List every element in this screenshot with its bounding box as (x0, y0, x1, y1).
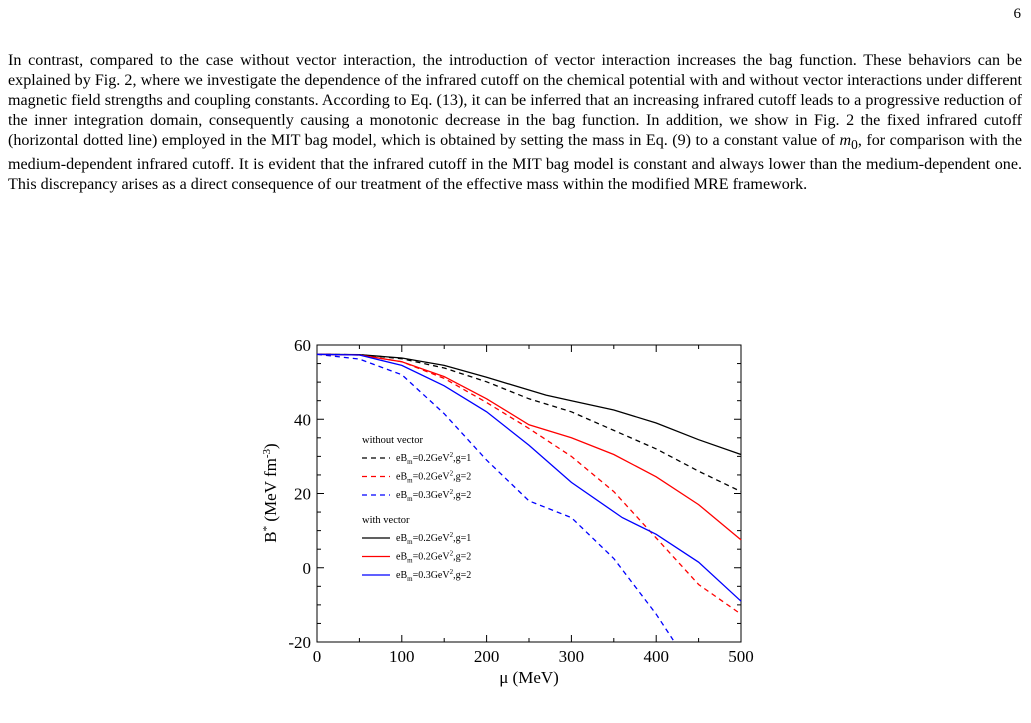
legend-group-title: with vector (362, 515, 410, 526)
legend-label: eBm=0.3GeV2,g=2 (396, 568, 471, 583)
legend-label: eBm=0.3GeV2,g=2 (396, 488, 471, 503)
legend-label: eBm=0.2GeV2,g=1 (396, 451, 471, 466)
x-axis-label: μ (MeV) (499, 668, 559, 687)
series-line (316, 353, 674, 641)
m0-subscript: 0 (851, 137, 858, 153)
y-axis-label-exp: -3 (261, 448, 273, 458)
y-axis-label-sup: * (261, 526, 273, 532)
x-tick-label: 200 (474, 647, 500, 666)
legend-label: eBm=0.2GeV2,g=1 (396, 531, 471, 546)
y-tick-label: 0 (303, 559, 312, 578)
body-paragraph: In contrast, compared to the case withou… (8, 51, 1022, 195)
series-line (316, 353, 742, 493)
paragraph-text-part2: , for comparison with the medium-depende… (8, 132, 1022, 194)
y-axis-label: B* (MeV fm-3) (261, 443, 280, 542)
m0-symbol: m (839, 132, 852, 149)
legend-group-title: without vector (362, 435, 423, 446)
paragraph-text-part1: In contrast, compared to the case withou… (8, 52, 1022, 149)
legend-label: eBm=0.2GeV2,g=2 (396, 550, 471, 565)
y-axis-label-rest: (MeV fm (261, 458, 280, 526)
y-tick-label: 60 (294, 336, 311, 355)
y-tick-label: 40 (294, 410, 311, 429)
x-tick-label: 0 (313, 647, 322, 666)
series-lines (316, 353, 742, 641)
series-line (316, 353, 742, 456)
series-line (316, 353, 742, 541)
x-tick-label: 100 (389, 647, 415, 666)
series-line (316, 353, 742, 602)
y-axis-label-main: B (261, 531, 280, 542)
x-tick-label: 500 (728, 647, 754, 666)
y-tick-label: 20 (294, 485, 311, 504)
series-line (316, 353, 742, 615)
chart-legend: without vector eBm=0.2GeV2,g=1 eBm=0.2GeV2… (362, 435, 471, 583)
x-tick-label: 300 (559, 647, 585, 666)
y-tick-label: -20 (288, 633, 311, 652)
page-number: 6 (1013, 6, 1022, 22)
x-tick-label: 400 (643, 647, 669, 666)
legend-label: eBm=0.2GeV2,g=2 (396, 470, 471, 485)
y-axis-label-end: ) (261, 443, 280, 449)
